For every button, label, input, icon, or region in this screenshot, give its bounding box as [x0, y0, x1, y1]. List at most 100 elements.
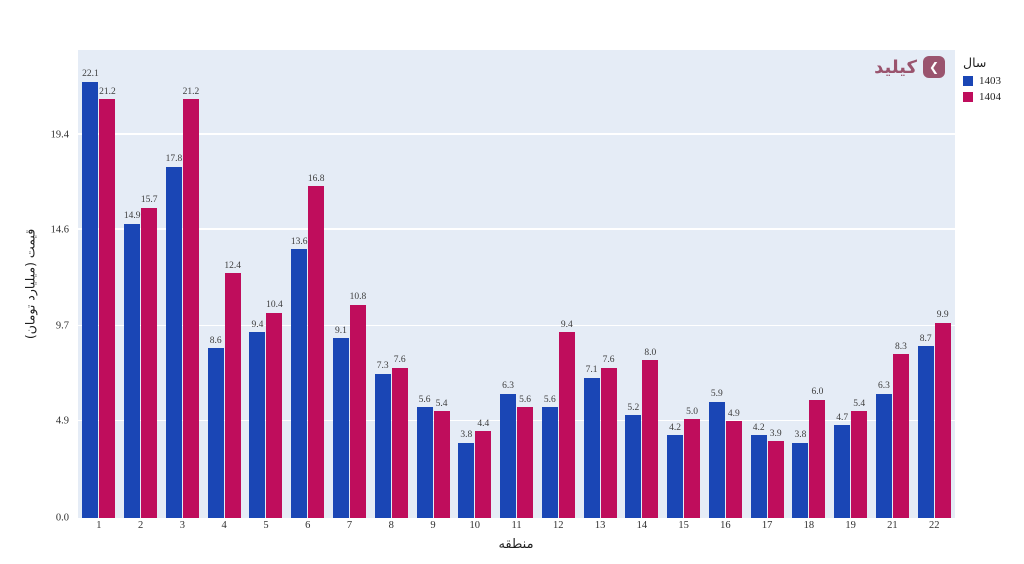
bar-1403-region-14[interactable]: [625, 415, 642, 518]
bar-1403-region-5[interactable]: [249, 332, 266, 518]
bar-1404-region-6[interactable]: [308, 186, 325, 518]
bar-value-label: 5.6: [543, 394, 556, 405]
x-tick-label-22: 22: [928, 520, 940, 531]
bar-value-label: 17.8: [165, 154, 183, 165]
bar-1404-region-4[interactable]: [224, 273, 241, 518]
bar-column: 12.4: [224, 260, 241, 518]
x-tick-label-21: 21: [887, 520, 898, 531]
bar-1403-region-11[interactable]: [500, 393, 517, 518]
x-tick-label-13: 13: [594, 520, 606, 531]
bar-value-label: 12.4: [224, 260, 241, 271]
x-tick-label-19: 19: [845, 520, 856, 531]
kilid-chevron-icon: ❮: [923, 56, 945, 78]
bar-value-label: 5.4: [435, 398, 448, 409]
bar-1404-region-9[interactable]: [433, 411, 450, 518]
bar-column: 7.6: [600, 355, 617, 518]
bar-1404-region-5[interactable]: [266, 312, 283, 518]
bar-1404-region-22[interactable]: [934, 322, 951, 518]
bar-1403-region-4[interactable]: [207, 348, 224, 518]
bar-1403-region-13[interactable]: [583, 377, 600, 518]
gridlines: [78, 50, 955, 518]
bar-column: 3.9: [767, 429, 784, 518]
bar-1404-region-12[interactable]: [558, 332, 575, 518]
bar-1404-region-17[interactable]: [767, 441, 784, 518]
bar-1404-region-1[interactable]: [99, 99, 116, 518]
bar-value-label: 5.0: [686, 406, 699, 417]
bar-1404-region-21[interactable]: [892, 354, 909, 518]
bar-column: 10.8: [350, 293, 366, 518]
bar-group-region-7: 9.1 10.8: [329, 50, 371, 518]
legend-item-1404[interactable]: 1404: [963, 91, 1001, 103]
bar-1403-region-19[interactable]: [834, 425, 851, 518]
bar-1404-region-16[interactable]: [725, 421, 742, 518]
bar-1403-region-21[interactable]: [875, 393, 892, 518]
bar-1403-region-1[interactable]: [82, 81, 99, 518]
bar-value-label: 7.6: [602, 355, 615, 366]
bar-1404-region-10[interactable]: [475, 431, 492, 518]
y-axis-ticks: 0.0 4.9 9.7 14.6 19.4: [0, 50, 73, 523]
bar-value-label: 9.4: [560, 319, 573, 330]
bar-1403-region-3[interactable]: [165, 166, 182, 518]
bar-group-region-21: 6.3 8.3: [872, 50, 914, 518]
bar-value-label: 9.4: [251, 319, 264, 330]
gridline: [78, 228, 955, 230]
bar-1403-region-6[interactable]: [291, 249, 308, 518]
bar-column: 6.3: [875, 382, 892, 518]
legend-item-1403[interactable]: 1403: [963, 75, 1001, 87]
bar-1404-region-8[interactable]: [391, 367, 408, 518]
bar-value-label: 5.2: [627, 402, 640, 413]
bar-column: 10.4: [266, 301, 283, 518]
bar-value-label: 6.0: [811, 387, 824, 398]
bar-column: 4.2: [750, 423, 767, 518]
bar-1403-region-17[interactable]: [750, 435, 767, 518]
bar-1403-region-18[interactable]: [792, 442, 809, 518]
bar-1403-region-22[interactable]: [917, 346, 934, 518]
bar-column: 8.7: [917, 333, 934, 518]
bar-1404-region-2[interactable]: [141, 207, 158, 518]
x-tick-label-3: 3: [179, 520, 186, 531]
bar-value-label: 6.3: [502, 381, 514, 392]
bar-column: 5.2: [625, 402, 642, 518]
bar-1404-region-18[interactable]: [809, 399, 826, 518]
bar-value-label: 15.7: [140, 195, 158, 206]
bar-column: 5.6: [541, 394, 558, 518]
bar-1403-region-9[interactable]: [416, 407, 433, 518]
x-tick-label-6: 6: [305, 520, 311, 531]
bar-group-region-13: 7.1 7.6: [579, 50, 621, 518]
bar-group-region-12: 5.6 9.4: [537, 50, 579, 518]
bar-value-label: 21.2: [99, 86, 116, 97]
bar-group-region-6: 13.6 16.8: [287, 50, 329, 518]
bar-group-region-17: 4.2 3.9: [746, 50, 788, 518]
bar-1404-region-7[interactable]: [349, 304, 366, 518]
bar-1403-region-16[interactable]: [708, 401, 725, 518]
bar-1404-region-14[interactable]: [642, 360, 659, 518]
bar-group-region-18: 3.8 6.0: [788, 50, 830, 518]
bar-column: 16.8: [308, 174, 325, 518]
bar-value-label: 5.4: [853, 398, 866, 409]
bar-column: 5.6: [517, 395, 534, 518]
x-tick-label-17: 17: [761, 520, 773, 531]
bar-1403-region-12[interactable]: [541, 407, 558, 518]
y-tick-label: 9.7: [55, 320, 69, 332]
bar-1403-region-7[interactable]: [332, 338, 349, 518]
bar-value-label: 3.8: [460, 430, 473, 441]
bar-group-region-5: 9.4 10.4: [245, 50, 287, 518]
bar-1404-region-3[interactable]: [182, 99, 199, 518]
bar-value-label: 9.1: [335, 325, 347, 336]
y-tick-label: 4.9: [55, 415, 69, 427]
bar-1404-region-11[interactable]: [517, 407, 534, 518]
bar-1403-region-2[interactable]: [124, 223, 141, 518]
bar-1404-region-13[interactable]: [600, 367, 617, 518]
bar-value-label: 4.7: [836, 412, 849, 423]
bar-value-label: 8.7: [919, 333, 932, 344]
legend-item-label: 1403: [979, 75, 1001, 87]
bar-group-region-1: 22.1 21.2: [78, 50, 120, 518]
bar-1403-region-8[interactable]: [374, 373, 391, 518]
bar-1403-region-10[interactable]: [458, 442, 475, 518]
bar-1404-region-15[interactable]: [684, 419, 701, 518]
x-tick-label-9: 9: [430, 520, 436, 531]
bar-1404-region-19[interactable]: [851, 411, 868, 518]
bar-1403-region-15[interactable]: [667, 435, 684, 518]
bar-group-region-16: 5.9 4.9: [704, 50, 746, 518]
bar-value-label: 8.0: [644, 347, 657, 358]
